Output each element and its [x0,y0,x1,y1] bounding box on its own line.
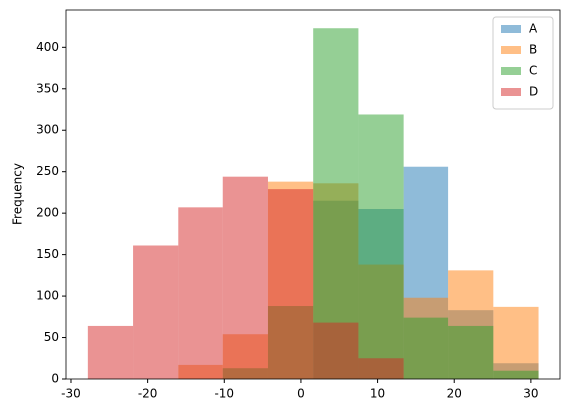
bar [493,306,539,379]
y-tick-label: 300 [36,123,59,137]
legend-label: A [529,22,538,36]
y-tick-label: 150 [36,247,59,261]
bar [87,325,134,379]
legend-label: C [529,64,537,78]
bar [267,189,314,379]
x-tick-label: -20 [138,387,158,401]
bar [222,176,268,379]
legend-frame [492,16,554,110]
y-axis-label: Frequency [11,163,25,225]
x-tick-label: -30 [61,387,81,401]
legend-swatch [501,67,521,75]
x-tick-label: 10 [370,387,385,401]
y-tick-label: 100 [36,289,59,303]
x-tick-label: 20 [447,387,462,401]
legend-swatch [501,25,521,33]
plot-frame [65,9,561,380]
bar [178,207,223,379]
y-tick-label: 200 [36,206,59,220]
y-tick-label: 50 [44,330,59,344]
bar [448,325,494,379]
y-tick-label: 400 [36,40,59,54]
y-tick-label: 250 [36,164,59,178]
bar [133,245,179,379]
legend-swatch [501,46,521,54]
x-tick-label: -10 [214,387,234,401]
x-tick-label: 30 [523,387,538,401]
x-tick-label: 0 [297,387,305,401]
legend-label: B [529,43,537,57]
bar [313,322,359,379]
bar [313,28,359,379]
bar [358,114,404,379]
legend-swatch [501,88,521,96]
y-tick-label: 350 [36,81,59,95]
bar [403,317,449,379]
y-tick-label: 0 [51,372,59,386]
legend-label: D [529,85,538,99]
bar [358,358,404,379]
bar [493,370,539,379]
